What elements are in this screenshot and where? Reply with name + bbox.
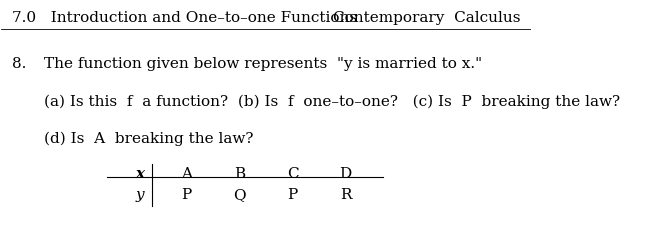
Text: 8.: 8. [12,57,27,71]
Text: P: P [182,188,192,202]
Text: R: R [340,188,351,202]
Text: C: C [287,167,298,181]
Text: (a) Is this  f  a function?  (b) Is  f  one–to–one?   (c) Is  P  breaking the la: (a) Is this f a function? (b) Is f one–t… [44,94,620,109]
Text: 7.0   Introduction and One–to–one Functions: 7.0 Introduction and One–to–one Function… [12,11,357,25]
Text: B: B [234,167,245,181]
Text: x: x [135,167,144,181]
Text: Contemporary  Calculus: Contemporary Calculus [333,11,520,25]
Text: Q: Q [234,188,246,202]
Text: The function given below represents  "y is married to x.": The function given below represents "y i… [44,57,482,71]
Text: y: y [136,188,144,202]
Text: D: D [340,167,351,181]
Text: P: P [287,188,298,202]
Text: (d) Is  A  breaking the law?: (d) Is A breaking the law? [44,131,253,146]
Text: A: A [181,167,192,181]
